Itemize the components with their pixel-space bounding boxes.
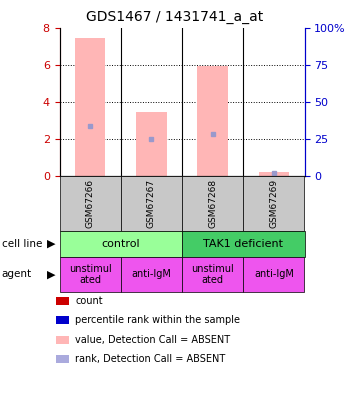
Text: percentile rank within the sample: percentile rank within the sample (75, 315, 240, 325)
Text: agent: agent (2, 269, 32, 279)
Text: count: count (75, 296, 103, 306)
Bar (136, 111, 167, 176)
Text: TAK1 deficient: TAK1 deficient (203, 239, 283, 249)
Text: anti-IgM: anti-IgM (254, 269, 294, 279)
Text: control: control (102, 239, 140, 249)
Text: GSM67267: GSM67267 (147, 179, 156, 228)
Text: ▶: ▶ (47, 239, 55, 249)
Text: ▶: ▶ (47, 269, 55, 279)
Text: unstimul
ated: unstimul ated (69, 264, 112, 285)
Text: rank, Detection Call = ABSENT: rank, Detection Call = ABSENT (75, 354, 225, 364)
Text: unstimul
ated: unstimul ated (191, 264, 234, 285)
Bar (75, 38, 105, 176)
Text: GSM67268: GSM67268 (208, 179, 217, 228)
Text: GSM67266: GSM67266 (86, 179, 94, 228)
Bar (259, 173, 289, 176)
Text: anti-IgM: anti-IgM (132, 269, 171, 279)
Bar (197, 66, 228, 176)
Text: GSM67269: GSM67269 (270, 179, 278, 228)
Text: GDS1467 / 1431741_a_at: GDS1467 / 1431741_a_at (86, 10, 264, 24)
Text: cell line: cell line (2, 239, 42, 249)
Text: value, Detection Call = ABSENT: value, Detection Call = ABSENT (75, 335, 230, 345)
